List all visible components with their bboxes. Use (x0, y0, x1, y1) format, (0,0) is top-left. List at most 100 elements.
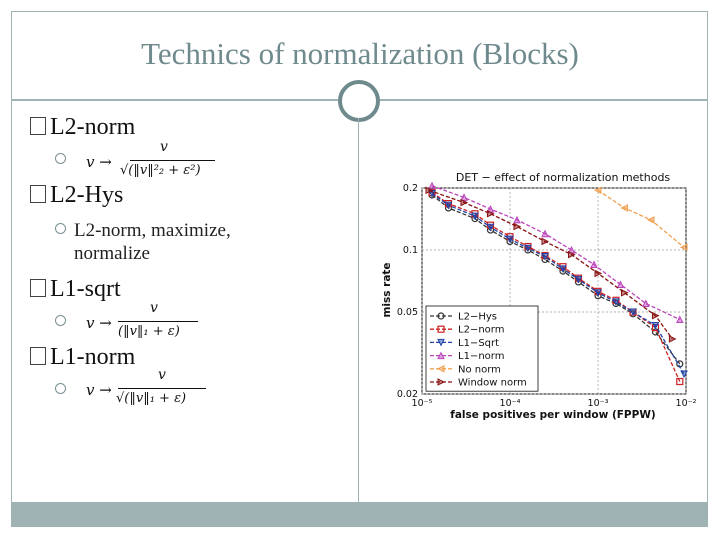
legend-label: L1−Sqrt (458, 338, 499, 349)
l2norm-fraction-bar (130, 160, 215, 161)
data-point (541, 253, 549, 261)
l2norm-numerator: v (160, 139, 168, 155)
data-point (668, 335, 677, 343)
data-point (651, 311, 660, 320)
data-point (568, 250, 576, 259)
ring-bullet-icon (55, 383, 66, 394)
data-point (574, 275, 583, 284)
data-point (594, 269, 603, 278)
page-title: Technics of normalization (Blocks) (141, 36, 579, 71)
data-point (629, 308, 637, 317)
sub-bullet-text: L2-norm, maximize, (74, 220, 231, 241)
data-point (437, 351, 445, 360)
bullet-label: L2-norm (50, 114, 136, 140)
ring-bullet-icon (55, 223, 66, 234)
series-line (597, 189, 685, 248)
divider-circle-ornament (338, 80, 380, 122)
l1sqrt-fraction-bar (118, 321, 198, 322)
x-tick-label: 10⁻⁴ (500, 398, 521, 409)
data-point (675, 315, 684, 323)
bullet-l1-norm: L1-norm (30, 344, 135, 371)
data-point (593, 186, 602, 195)
data-point (437, 338, 445, 347)
legend-label: L1−norm (458, 351, 504, 362)
l1sqrt-denominator: (‖v‖₁ + ε) (118, 324, 180, 339)
data-point (486, 223, 495, 232)
data-point (612, 298, 620, 307)
l2norm-arrow: v → (86, 153, 112, 171)
l1sqrt-numerator: v (150, 300, 158, 316)
l1norm-numerator: v (158, 367, 166, 383)
sub-bullet-l1-sqrt (55, 312, 74, 334)
data-point (646, 216, 655, 224)
x-tick-label: 10⁻² (676, 398, 697, 409)
data-point (676, 377, 684, 386)
data-point (590, 260, 598, 269)
series-line (428, 189, 673, 340)
data-point (620, 204, 628, 212)
square-bullet-icon (30, 185, 46, 203)
chart-title: DET − effect of normalization methods (456, 171, 671, 184)
data-point (559, 265, 567, 273)
y-axis-label: miss rate (381, 262, 393, 317)
det-chart: DET − effect of normalization methods 10… (381, 171, 697, 421)
l1norm-arrow: v → (86, 381, 112, 399)
legend-label: Window norm (458, 378, 527, 389)
data-point (428, 181, 436, 190)
footer-bar (11, 502, 708, 527)
data-point (680, 370, 688, 379)
x-axis-label: false positives per window (FPPW) (450, 409, 655, 421)
square-bullet-icon (30, 117, 46, 135)
l1norm-fraction-bar (118, 388, 206, 389)
legend-label: L2−norm (458, 325, 504, 336)
l1norm-denominator: √(‖v‖₁ + ε) (116, 391, 187, 406)
legend-box (425, 305, 539, 392)
data-point (436, 364, 445, 373)
column-divider (358, 118, 359, 502)
title-divider-left (11, 99, 338, 101)
title-divider-right (380, 99, 708, 101)
sub-bullet-l2-hys-cont: normalize (74, 243, 150, 264)
data-point (486, 209, 495, 218)
y-tick-label: 0.05 (397, 307, 418, 318)
ring-bullet-icon (55, 315, 66, 326)
data-point (460, 193, 468, 201)
data-point (679, 243, 688, 252)
bullet-l1-sqrt: L1-sqrt (30, 276, 121, 303)
data-point (524, 244, 532, 253)
data-point (642, 299, 650, 307)
data-point (594, 289, 602, 297)
sub-bullet-l2-norm (55, 150, 74, 172)
square-bullet-icon (30, 347, 46, 365)
x-tick-label: 10⁻⁵ (412, 398, 433, 409)
data-point (513, 215, 521, 224)
sub-bullet-l2-hys: L2-norm, maximize, (55, 220, 231, 242)
x-tick-label: 10⁻³ (588, 398, 609, 409)
legend-label: No norm (458, 364, 501, 375)
square-bullet-icon (30, 279, 46, 297)
data-point (513, 222, 522, 231)
l1sqrt-arrow: v → (86, 314, 112, 332)
data-point (437, 378, 446, 386)
data-point (444, 201, 453, 210)
ring-bullet-icon (55, 153, 66, 164)
bullet-label: L2-Hys (50, 182, 124, 208)
legend-label: L2−Hys (458, 312, 497, 323)
data-point (541, 229, 549, 238)
y-tick-label: 0.2 (403, 183, 418, 194)
data-point (651, 322, 660, 330)
bullet-label: L1-sqrt (50, 276, 121, 302)
l2norm-denominator: √(‖v‖²₂ + ε²) (120, 163, 201, 178)
data-point (437, 325, 445, 333)
data-point (506, 235, 514, 244)
bullet-label: L1-norm (50, 344, 136, 370)
y-tick-label: 0.02 (397, 389, 418, 400)
data-point (541, 237, 550, 246)
bullet-l2-hys: L2-Hys (30, 182, 123, 209)
bullet-l2-norm: L2-norm (30, 114, 135, 141)
data-point (425, 186, 434, 195)
series-line (431, 185, 681, 321)
data-point (437, 312, 445, 320)
data-point (616, 280, 625, 289)
y-tick-label: 0.1 (403, 245, 418, 256)
